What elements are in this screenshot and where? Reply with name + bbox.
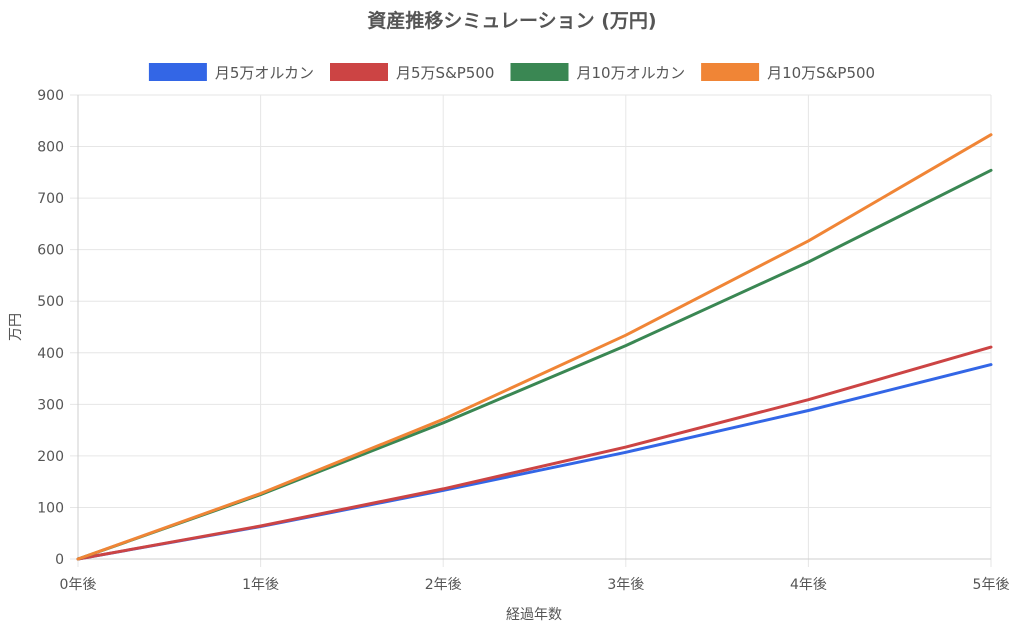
legend-label: 月5万オルカン: [215, 64, 314, 82]
y-tick-label: 900: [37, 88, 64, 104]
legend-item[interactable]: 月10万S&P500: [701, 63, 875, 82]
x-tick-label: 3年後: [607, 577, 644, 593]
y-axis: 0 100 200 300 400 500 600 700 800 900: [37, 88, 64, 568]
x-tick-label: 2年後: [425, 577, 462, 593]
legend: 月5万オルカン 月5万S&P500 月10万オルカン 月10万S&P500: [148, 63, 875, 82]
y-tick-label: 200: [37, 449, 64, 465]
y-tick-label: 100: [37, 500, 64, 516]
legend-label: 月5万S&P500: [396, 64, 494, 82]
legend-swatch: [701, 63, 760, 81]
legend-item[interactable]: 月5万S&P500: [330, 63, 494, 82]
x-axis-title: 経過年数: [506, 607, 562, 623]
series-lines: [76, 133, 993, 561]
x-tick-label: 4年後: [790, 577, 827, 593]
series-line-3: [76, 168, 993, 561]
chart-title: 資産推移シミュレーション (万円): [367, 9, 656, 32]
legend-label: 月10万オルカン: [577, 64, 686, 82]
legend-label: 月10万S&P500: [767, 64, 875, 82]
legend-item[interactable]: 月5万オルカン: [148, 63, 314, 82]
y-tick-label: 0: [55, 552, 64, 568]
x-tick-label: 5年後: [973, 577, 1010, 593]
x-axis: 0年後 1年後 2年後 3年後 4年後 5年後: [60, 577, 1010, 593]
x-tick-label: 1年後: [242, 577, 279, 593]
y-tick-label: 400: [37, 346, 64, 362]
legend-swatch: [148, 63, 207, 81]
series-line-4: [76, 133, 993, 561]
series-line-1: [76, 363, 993, 561]
series-line-2: [76, 345, 993, 561]
y-tick-label: 800: [37, 140, 64, 156]
y-tick-label: 300: [37, 397, 64, 413]
legend-swatch: [510, 63, 569, 81]
grid: [70, 94, 992, 567]
legend-item[interactable]: 月10万オルカン: [510, 63, 686, 82]
y-tick-label: 700: [37, 191, 64, 207]
legend-swatch: [330, 63, 388, 81]
y-axis-title: 万円: [8, 313, 24, 341]
x-tick-label: 0年後: [60, 577, 97, 593]
y-tick-label: 600: [37, 243, 64, 259]
y-tick-label: 500: [37, 294, 64, 310]
